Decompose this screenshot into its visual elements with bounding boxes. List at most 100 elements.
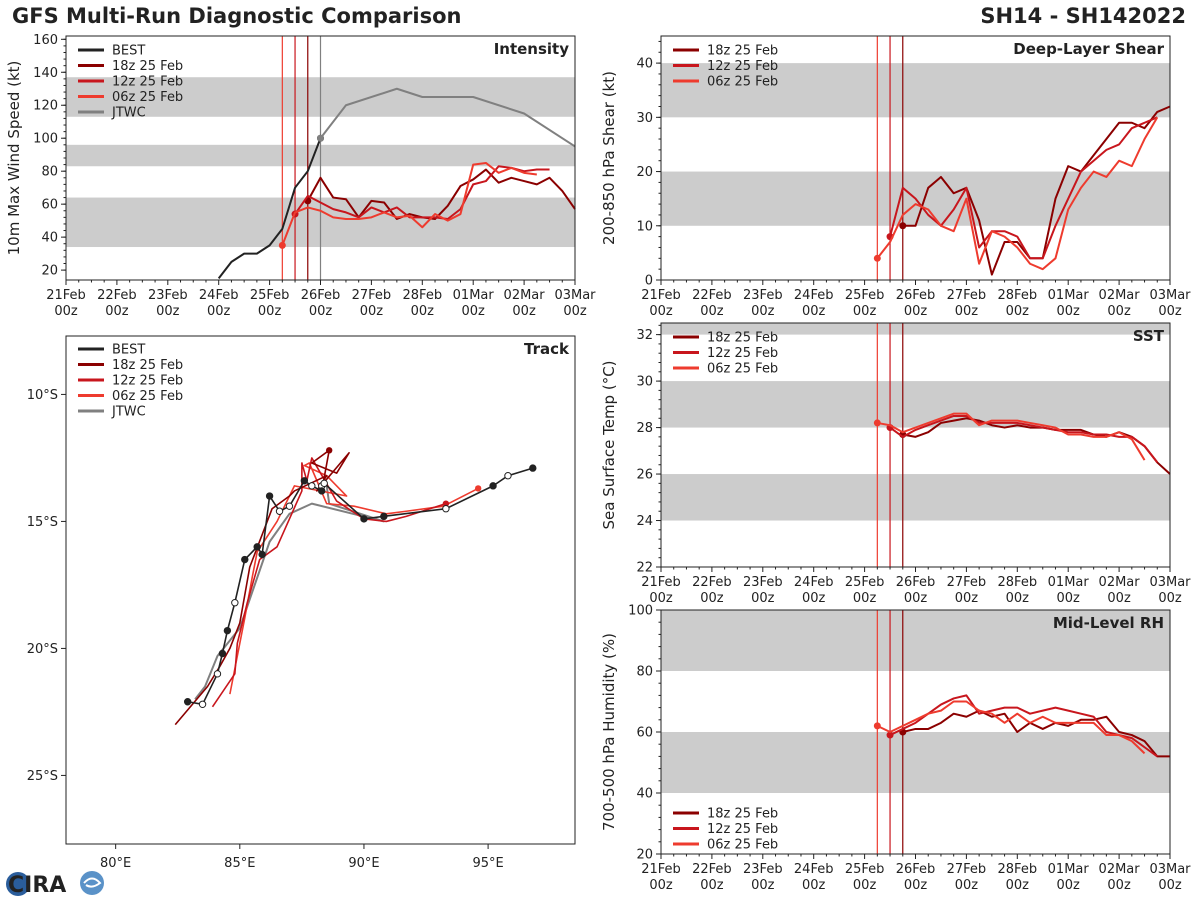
track-point: [275, 507, 284, 515]
x-tick-label-hour: 00z: [105, 304, 129, 319]
legend-entry: 18z 25 Feb: [112, 358, 183, 373]
x-tick-label-date: 03Mar: [1149, 862, 1191, 877]
x-tick-label-date: 21Feb: [641, 575, 681, 590]
y-tick-label: 15°S: [27, 515, 58, 530]
globe-icon: [6, 872, 30, 896]
y-tick-label: 28: [636, 421, 653, 436]
chart-title: Deep-Layer Shear: [1013, 40, 1164, 58]
legend-entry: 18z 25 Feb: [707, 331, 778, 346]
x-tick-label-hour: 00z: [751, 304, 775, 319]
x-tick-label-hour: 00z: [54, 304, 78, 319]
track-point: [285, 502, 294, 510]
x-tick-label-hour: 00z: [700, 591, 724, 606]
x-tick-label-hour: 00z: [1057, 878, 1081, 893]
y-tick-label: 10°S: [27, 388, 58, 403]
plot-background: [661, 323, 1170, 567]
x-tick-label: 90°E: [348, 856, 379, 871]
track-point: [241, 555, 249, 564]
legend-entry: BEST: [112, 343, 145, 358]
x-tick-label-date: 25Feb: [250, 288, 290, 303]
y-tick-label: 10: [636, 219, 653, 234]
series-line: [217, 137, 322, 279]
y-tick-label: 20°S: [27, 642, 58, 657]
chart-sst: 21Feb00z22Feb00z23Feb00z24Feb00z25Feb00z…: [600, 322, 1191, 606]
legend-entry: 12z 25 Feb: [112, 75, 183, 90]
plot-frame: [65, 335, 576, 845]
series-line: [889, 414, 1159, 464]
x-tick-label-date: 25Feb: [845, 288, 885, 303]
y-tick-label: 60: [41, 198, 58, 213]
legend-entry: 18z 25 Feb: [112, 59, 183, 74]
x-tick-label-date: 02Mar: [504, 288, 546, 303]
x-tick-label-hour: 00z: [955, 878, 979, 893]
track-point: [183, 698, 192, 706]
x-tick-label-date: 02Mar: [1099, 288, 1141, 303]
chart-track: 80°E 85°E 90°E 95°E 10°S 15°S 20°S 25°S Track BES…: [27, 335, 576, 871]
x-tick-label-hour: 00z: [258, 304, 282, 319]
legend-entry: 12z 25 Feb: [707, 822, 778, 837]
x-tick-label-hour: 00z: [751, 591, 775, 606]
x-tick-label-date: 28Feb: [998, 288, 1038, 303]
x-tick-label-hour: 00z: [1006, 304, 1030, 319]
chart-title: Mid-Level RH: [1053, 614, 1164, 632]
series-start-marker: [278, 241, 286, 249]
x-tick-label-hour: 00z: [512, 304, 536, 319]
x-tick-label-date: 21Feb: [641, 288, 681, 303]
x-tick-label-hour: 00z: [853, 878, 877, 893]
y-axis-label: 700-500 hPa Humidity (%): [600, 633, 618, 831]
series-start-marker: [873, 254, 881, 262]
track-point: [504, 472, 512, 480]
x-tick-label-hour: 00z: [1107, 591, 1131, 606]
x-tick-label-date: 27Feb: [947, 288, 987, 303]
series-line: [294, 165, 550, 220]
legend-entry: 18z 25 Feb: [707, 44, 778, 59]
series-line: [876, 700, 1146, 755]
y-tick-label: 140: [33, 66, 58, 81]
x-tick-label-date: 26Feb: [301, 288, 341, 303]
track-line: [211, 457, 447, 708]
track-point: [318, 487, 326, 495]
x-tick-label-hour: 00z: [955, 591, 979, 606]
y-tick-label: 100: [628, 604, 653, 619]
x-tick-label-hour: 00z: [853, 304, 877, 319]
y-tick-label: 20: [636, 165, 653, 180]
x-tick-label-hour: 00z: [802, 878, 826, 893]
threshold-band: [661, 381, 1170, 428]
track-point: [213, 670, 222, 678]
track-point: [265, 492, 274, 500]
x-tick-label-date: 03Mar: [554, 288, 596, 303]
series-start-marker: [873, 419, 881, 427]
y-tick-label: 20: [41, 264, 58, 279]
track-point: [442, 505, 450, 513]
series-line: [902, 709, 1170, 758]
threshold-band: [661, 63, 1170, 118]
legend-entry: 18z 25 Feb: [707, 807, 778, 822]
series-line: [319, 87, 576, 148]
y-tick-label: 40: [41, 231, 58, 246]
track-point: [198, 700, 207, 708]
plot-background: [66, 336, 575, 844]
x-tick-label-hour: 00z: [156, 304, 180, 319]
x-tick-label-hour: 00z: [700, 304, 724, 319]
x-tick-label-hour: 00z: [802, 591, 826, 606]
page-title: GFS Multi-Run Diagnostic Comparison: [12, 4, 462, 28]
x-tick-label: 80°E: [100, 856, 131, 871]
x-tick-label-date: 03Mar: [1149, 288, 1191, 303]
series-line: [889, 694, 1158, 758]
x-tick-label-date: 21Feb: [641, 862, 681, 877]
x-tick-label-hour: 00z: [649, 878, 673, 893]
legend-entry: 06z 25 Feb: [112, 90, 183, 105]
legend-entry: 06z 25 Feb: [112, 389, 183, 404]
chart-shear: 21Feb00z22Feb00z23Feb00z24Feb00z25Feb00z…: [600, 35, 1191, 319]
chart-title: Intensity: [494, 40, 570, 58]
track-point: [380, 512, 388, 521]
x-tick-label-date: 27Feb: [352, 288, 392, 303]
y-tick-label: 120: [33, 99, 58, 114]
x-tick-label-hour: 00z: [904, 591, 928, 606]
x-tick-label-date: 22Feb: [692, 288, 732, 303]
x-tick-label-hour: 00z: [360, 304, 384, 319]
x-tick-label-date: 28Feb: [403, 288, 443, 303]
y-tick-label: 160: [33, 33, 58, 48]
legend-entry: BEST: [112, 44, 145, 59]
